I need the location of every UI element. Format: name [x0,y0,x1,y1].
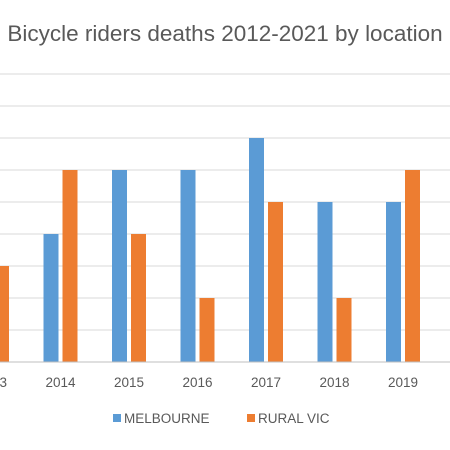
bar-melbourne-2018 [317,202,333,362]
bar-melbourne-2019 [386,202,401,362]
bar-melbourne-2015 [112,170,127,362]
bar-rural-vic-2013 [0,266,9,362]
x-tick-labels: 2013 2014 2015 2016 2017 2018 2019 [0,375,418,390]
x-tick-label: 2016 [182,375,212,390]
bar-rural-vic-2015 [131,234,146,362]
x-tick-label: 2018 [319,375,349,390]
legend: MELBOURNE RURAL VIC [113,411,330,426]
x-tick-label: 2015 [114,375,144,390]
bar-rural-vic-2016 [199,298,215,362]
bar-melbourne-2016 [180,170,196,362]
bars [0,138,420,362]
bar-rural-vic-2018 [336,298,352,362]
x-tick-label: 2017 [251,375,281,390]
x-tick-label: 2019 [388,375,418,390]
x-tick-label: 2014 [45,375,76,390]
legend-swatch-rural-vic [247,414,255,422]
legend-label: RURAL VIC [258,411,330,426]
bar-melbourne-2017 [249,138,264,362]
legend-swatch-melbourne [113,414,121,422]
legend-label: MELBOURNE [124,411,210,426]
x-tick-label: 2013 [0,375,7,390]
chart-title: Bicycle riders deaths 2012-2021 by locat… [7,21,442,46]
bar-rural-vic-2017 [268,202,283,362]
bar-melbourne-2014 [43,234,59,362]
bar-rural-vic-2014 [62,170,78,362]
bar-rural-vic-2019 [405,170,420,362]
